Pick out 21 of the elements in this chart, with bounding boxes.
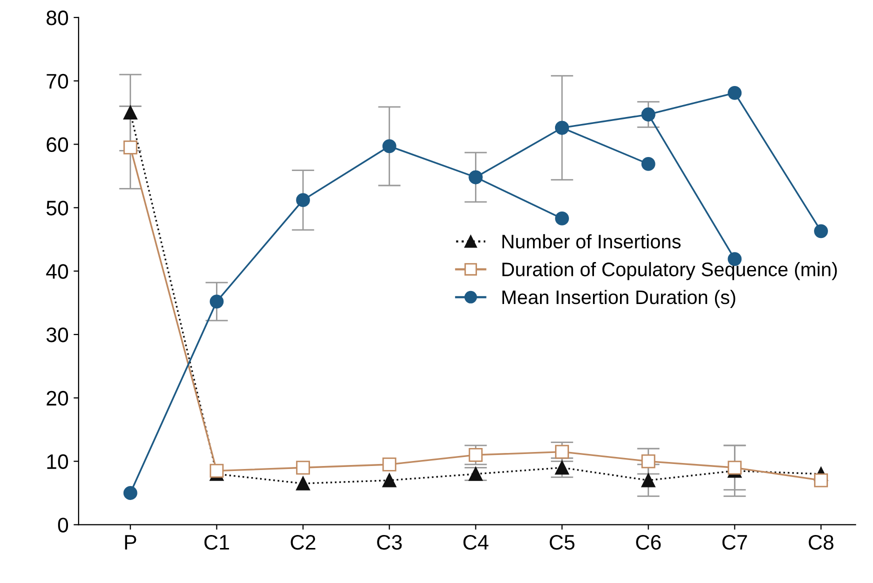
x-tick-label: C4 <box>463 534 488 550</box>
x-tick-label: C1 <box>204 534 229 550</box>
y-tick-label: 40 <box>46 264 68 279</box>
y-tick-label: 80 <box>46 10 68 26</box>
y-tick-label: 10 <box>47 454 68 470</box>
x-tick-label: C3 <box>377 534 402 550</box>
y-tick-label: 30 <box>46 328 68 342</box>
legend-label: Number of Insertions <box>502 234 681 248</box>
x-tick-label: C6 <box>636 534 661 550</box>
x-tick-label: P <box>125 535 136 550</box>
legend-label: Duration of Copulatory Sequence (min) <box>502 262 837 280</box>
x-tick-label: C8 <box>808 534 834 550</box>
x-tick-label: C5 <box>550 534 574 550</box>
y-tick-label: 20 <box>46 390 68 406</box>
legend-label: Mean Insertion Duration (s) <box>502 290 736 308</box>
y-tick-label: 70 <box>46 74 68 89</box>
x-tick-label: C7 <box>722 534 747 550</box>
y-tick-label: 60 <box>46 137 68 152</box>
y-tick-label: 0 <box>58 518 68 532</box>
y-tick-label: 50 <box>46 200 68 216</box>
x-tick-label: C2 <box>290 534 316 550</box>
